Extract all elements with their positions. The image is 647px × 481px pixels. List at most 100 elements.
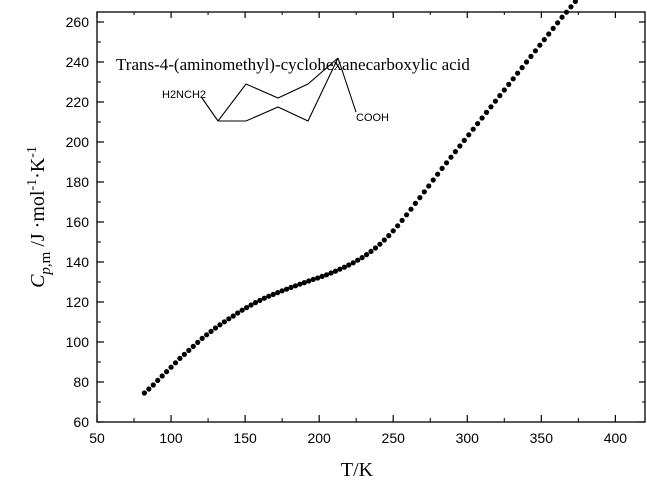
data-point [239, 307, 245, 313]
data-point [470, 126, 476, 132]
data-point [559, 14, 565, 20]
data-point [546, 31, 552, 37]
data-point [430, 177, 436, 183]
data-point [479, 115, 485, 121]
data-point [208, 328, 214, 334]
y-tick-label: 220 [66, 94, 90, 110]
data-point [372, 245, 379, 251]
data-point [541, 37, 547, 43]
y-tick-label: 120 [66, 294, 90, 310]
data-point [315, 275, 321, 281]
data-point [181, 351, 187, 357]
data-point [204, 332, 210, 338]
data-point [212, 325, 219, 331]
data-point [435, 171, 441, 177]
data-point [377, 241, 383, 247]
data-point [488, 104, 494, 110]
x-tick-label: 200 [307, 430, 331, 446]
top-axis-ticks [96, 12, 616, 18]
data-point [319, 273, 325, 279]
data-point [301, 280, 307, 286]
data-point [421, 189, 427, 195]
y-tick-label: 60 [73, 414, 89, 430]
aminomethyl-label: H2NCH2 [162, 89, 206, 101]
y-axis-exp1: -1 [25, 179, 40, 191]
data-point [368, 248, 374, 254]
data-point [257, 297, 263, 303]
x-tick-label: 150 [233, 430, 257, 446]
data-point [159, 373, 165, 379]
data-point [443, 160, 450, 166]
y-tick-label: 140 [66, 254, 90, 270]
data-point [466, 132, 472, 138]
data-point [306, 278, 312, 284]
y-axis-unit-mid: ·K [27, 157, 49, 179]
plot-frame [96, 11, 646, 423]
data-point [141, 390, 147, 396]
y-axis-symbol: C [27, 274, 49, 288]
y-axis-unit-start: /J ·mol [27, 190, 49, 252]
y-tick-label: 80 [73, 374, 89, 390]
data-point [266, 293, 272, 299]
data-point [172, 360, 179, 366]
data-point [186, 347, 192, 353]
data-point [279, 288, 285, 294]
x-tick-label: 50 [89, 430, 105, 446]
compound-annotation: Trans-4-(aminomethyl)-cyclohexanecarboxy… [116, 55, 470, 74]
data-point [243, 305, 250, 311]
data-point [341, 264, 347, 270]
data-point [448, 154, 454, 160]
chemical-structure: H2NCH2 COOH [162, 57, 389, 124]
y-axis-sub-rest: ,m [38, 251, 54, 267]
data-point [235, 310, 241, 316]
data-point [328, 270, 334, 276]
data-point [501, 87, 507, 93]
data-point [572, 0, 578, 4]
y-axis-exp2: -1 [25, 146, 40, 158]
data-point [519, 65, 525, 71]
x-axis-title: T/K [341, 459, 374, 481]
data-point [230, 313, 236, 319]
data-point [537, 42, 543, 48]
data-points [141, 0, 578, 396]
data-point [323, 272, 330, 278]
data-point [150, 382, 156, 388]
data-point [532, 48, 539, 54]
data-point [510, 76, 516, 82]
data-point [550, 25, 556, 31]
data-point [399, 217, 405, 223]
data-point [332, 268, 339, 274]
data-point [168, 364, 174, 370]
y-tick-label: 180 [66, 174, 90, 190]
data-point [292, 283, 299, 289]
y-tick-label: 200 [66, 134, 90, 150]
data-point [417, 195, 423, 201]
data-point [568, 4, 574, 10]
cooh-label: COOH [356, 112, 389, 124]
y-tick-label: 100 [66, 334, 90, 350]
x-tick-label: 250 [382, 430, 406, 446]
data-point [515, 70, 521, 76]
data-point [190, 343, 196, 349]
data-point [221, 319, 227, 325]
data-point [528, 53, 534, 60]
x-axis-ticks: 50 100 150 200 250 300 350 400 [89, 415, 627, 446]
data-point [497, 93, 503, 99]
aminomethyl-bond [201, 97, 219, 122]
data-point [288, 284, 294, 290]
y-axis-ticks: 60 80 100 120 140 160 180 200 220 240 260 [66, 14, 104, 430]
x-tick-label: 400 [604, 430, 628, 446]
data-point [310, 276, 316, 282]
data-point [164, 369, 170, 375]
data-point [363, 252, 370, 258]
y-tick-label: 160 [66, 214, 90, 230]
data-point [439, 165, 445, 171]
right-axis-ticks [639, 21, 645, 423]
data-point [461, 137, 467, 143]
data-point [506, 81, 512, 87]
data-point [555, 20, 561, 26]
y-tick-label: 240 [66, 54, 90, 70]
data-point [395, 223, 401, 229]
